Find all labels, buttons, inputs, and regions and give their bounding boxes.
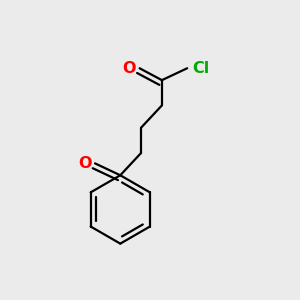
Text: O: O	[122, 61, 136, 76]
Text: O: O	[78, 156, 92, 171]
Text: Cl: Cl	[193, 61, 210, 76]
